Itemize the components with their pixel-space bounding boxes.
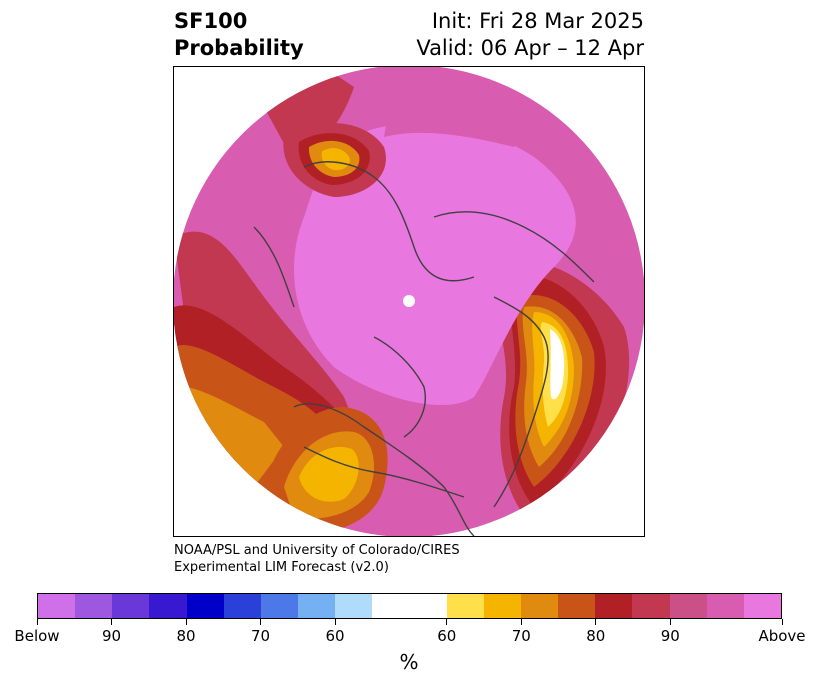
coast-na-west — [293, 403, 475, 536]
colorbar-tick — [595, 619, 597, 625]
field-north-ring — [384, 73, 534, 147]
credit-line-2: Experimental LIM Forecast (v2.0) — [174, 560, 389, 575]
colorbar-swatch — [223, 594, 261, 618]
colorbar-swatch — [483, 594, 522, 618]
probability-field — [174, 67, 644, 536]
credit-text: NOAA/PSL and University of Colorado/CIRE… — [174, 542, 460, 576]
colorbar-swatch — [521, 594, 559, 618]
colorbar-tick — [111, 619, 112, 625]
field-central — [294, 123, 576, 406]
title-field: Probability — [174, 36, 304, 60]
colorbar-tick-label: 90 — [660, 627, 680, 645]
colorbar-swatch — [335, 594, 373, 618]
colorbar-tick — [669, 619, 671, 625]
colorbar-swatch — [558, 594, 596, 618]
colorbar-tick-label: Above — [758, 627, 806, 645]
colorbar-tick — [520, 619, 522, 625]
coastlines — [253, 161, 595, 536]
map-dates: Init: Fri 28 Mar 2025 Valid: 06 Apr – 12… — [416, 8, 644, 62]
credit-line-1: NOAA/PSL and University of Colorado/CIRE… — [174, 543, 460, 558]
coast-europe-africa — [493, 296, 549, 508]
colorbar-tick-label: 80 — [586, 627, 606, 645]
field-band-west-4 — [174, 386, 284, 487]
colorbar-swatch — [186, 594, 224, 618]
colorbar-swatch — [669, 594, 707, 618]
map-panel — [173, 66, 645, 537]
polar-map — [174, 67, 644, 536]
coast-greenland — [373, 336, 426, 438]
colorbar-tick-label: 80 — [176, 627, 196, 645]
colorbar-tick — [36, 619, 38, 625]
field-east-neutral — [550, 329, 565, 400]
colorbar-swatch — [372, 594, 447, 618]
colorbar-tick-label: 70 — [511, 627, 531, 645]
colorbar-swatch — [38, 594, 76, 618]
coast-na-border — [303, 446, 465, 498]
colorbar-swatch — [446, 594, 484, 618]
colorbar-tick-label: 70 — [250, 627, 271, 645]
colorbar-swatch — [260, 594, 299, 618]
colorbar-unit: % — [399, 650, 419, 674]
coast-asia — [303, 161, 475, 282]
colorbar-tick-label: 90 — [101, 627, 122, 645]
colorbar-swatch — [149, 594, 187, 618]
colorbar-swatch — [595, 594, 633, 618]
valid-range: Valid: 06 Apr – 12 Apr — [416, 36, 644, 60]
colorbar-swatch — [75, 594, 113, 618]
field-na-3 — [299, 446, 359, 502]
colorbar-tick-label: 60 — [325, 627, 345, 645]
colorbar-tick — [334, 619, 336, 625]
coast-russia — [433, 211, 595, 283]
title-variable: SF100 — [174, 9, 248, 33]
colorbar-tick — [446, 619, 448, 625]
colorbar-swatch — [298, 594, 336, 618]
colorbar-tick — [781, 619, 783, 625]
colorbar-swatch — [632, 594, 670, 618]
coast-east-asia — [253, 226, 295, 308]
init-date: Init: Fri 28 Mar 2025 — [431, 9, 644, 33]
colorbar-tick-label: 60 — [437, 627, 457, 645]
colorbar-tick — [260, 619, 261, 625]
colorbar — [37, 593, 782, 619]
colorbar-swatch — [706, 594, 744, 618]
map-title: SF100 Probability — [174, 8, 304, 62]
colorbar-tick — [185, 619, 187, 625]
field-nw-4 — [321, 148, 350, 171]
pole-gap — [403, 295, 415, 307]
colorbar-tick-label: Below — [14, 627, 60, 645]
colorbar-swatch — [743, 594, 782, 618]
colorbar-swatch — [112, 594, 150, 618]
